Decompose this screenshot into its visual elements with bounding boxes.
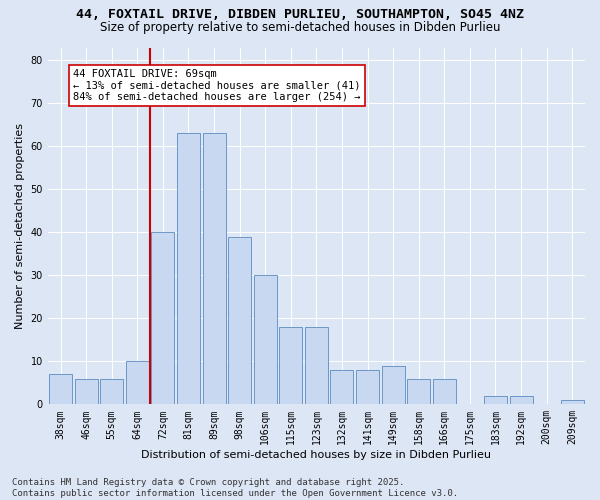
- Bar: [74, 378, 98, 404]
- Bar: [203, 134, 226, 404]
- Bar: [484, 396, 507, 404]
- Text: 44 FOXTAIL DRIVE: 69sqm
← 13% of semi-detached houses are smaller (41)
84% of se: 44 FOXTAIL DRIVE: 69sqm ← 13% of semi-de…: [73, 69, 361, 102]
- Bar: [126, 362, 149, 405]
- Bar: [509, 396, 533, 404]
- Bar: [280, 327, 302, 404]
- Bar: [433, 378, 456, 404]
- Text: Size of property relative to semi-detached houses in Dibden Purlieu: Size of property relative to semi-detach…: [100, 21, 500, 34]
- Bar: [356, 370, 379, 404]
- Bar: [331, 370, 353, 404]
- Bar: [382, 366, 404, 405]
- Text: 44, FOXTAIL DRIVE, DIBDEN PURLIEU, SOUTHAMPTON, SO45 4NZ: 44, FOXTAIL DRIVE, DIBDEN PURLIEU, SOUTH…: [76, 8, 524, 20]
- Bar: [177, 134, 200, 404]
- Y-axis label: Number of semi-detached properties: Number of semi-detached properties: [15, 123, 25, 329]
- Bar: [560, 400, 584, 404]
- X-axis label: Distribution of semi-detached houses by size in Dibden Purlieu: Distribution of semi-detached houses by …: [142, 450, 491, 460]
- Bar: [407, 378, 430, 404]
- Bar: [228, 236, 251, 404]
- Bar: [305, 327, 328, 404]
- Bar: [254, 276, 277, 404]
- Bar: [100, 378, 123, 404]
- Bar: [151, 232, 175, 404]
- Text: Contains HM Land Registry data © Crown copyright and database right 2025.
Contai: Contains HM Land Registry data © Crown c…: [12, 478, 458, 498]
- Bar: [49, 374, 72, 404]
